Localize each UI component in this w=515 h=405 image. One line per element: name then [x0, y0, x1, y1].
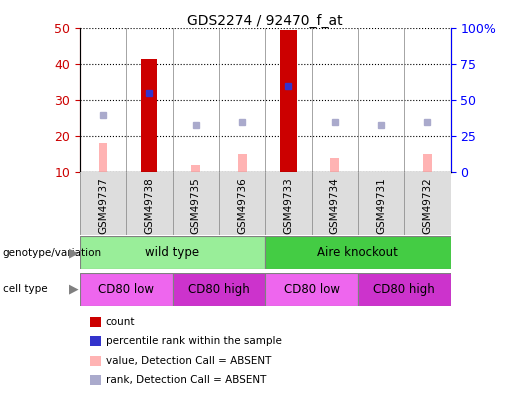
- Bar: [280, 30, 297, 172]
- Text: GSM49734: GSM49734: [330, 177, 340, 234]
- Bar: [237, 154, 247, 172]
- Text: GSM49732: GSM49732: [422, 177, 433, 234]
- Text: count: count: [106, 317, 135, 327]
- Text: rank, Detection Call = ABSENT: rank, Detection Call = ABSENT: [106, 375, 266, 385]
- Bar: [265, 236, 451, 269]
- Bar: [80, 273, 173, 306]
- Text: GSM49736: GSM49736: [237, 177, 247, 234]
- Text: GDS2274 / 92470_f_at: GDS2274 / 92470_f_at: [187, 14, 343, 28]
- Text: GSM49737: GSM49737: [98, 177, 108, 234]
- Bar: [423, 154, 432, 172]
- Bar: [173, 273, 265, 306]
- Text: ▶: ▶: [69, 283, 78, 296]
- Bar: [330, 158, 339, 172]
- Text: GSM49738: GSM49738: [144, 177, 154, 234]
- Bar: [358, 273, 451, 306]
- Bar: [98, 143, 108, 172]
- Bar: [265, 273, 358, 306]
- Text: GSM49731: GSM49731: [376, 177, 386, 234]
- Text: CD80 high: CD80 high: [373, 283, 435, 296]
- Text: value, Detection Call = ABSENT: value, Detection Call = ABSENT: [106, 356, 271, 366]
- Text: CD80 low: CD80 low: [284, 283, 339, 296]
- Bar: [80, 236, 265, 269]
- Bar: [141, 59, 158, 172]
- Text: genotype/variation: genotype/variation: [3, 248, 101, 258]
- Text: ▶: ▶: [69, 246, 78, 259]
- Text: Aire knockout: Aire knockout: [317, 246, 399, 259]
- Text: cell type: cell type: [3, 284, 47, 294]
- Text: GSM49733: GSM49733: [283, 177, 294, 234]
- Text: wild type: wild type: [145, 246, 200, 259]
- Bar: [191, 165, 200, 172]
- Text: GSM49735: GSM49735: [191, 177, 201, 234]
- Text: CD80 high: CD80 high: [188, 283, 250, 296]
- Text: percentile rank within the sample: percentile rank within the sample: [106, 337, 282, 346]
- Text: CD80 low: CD80 low: [98, 283, 154, 296]
